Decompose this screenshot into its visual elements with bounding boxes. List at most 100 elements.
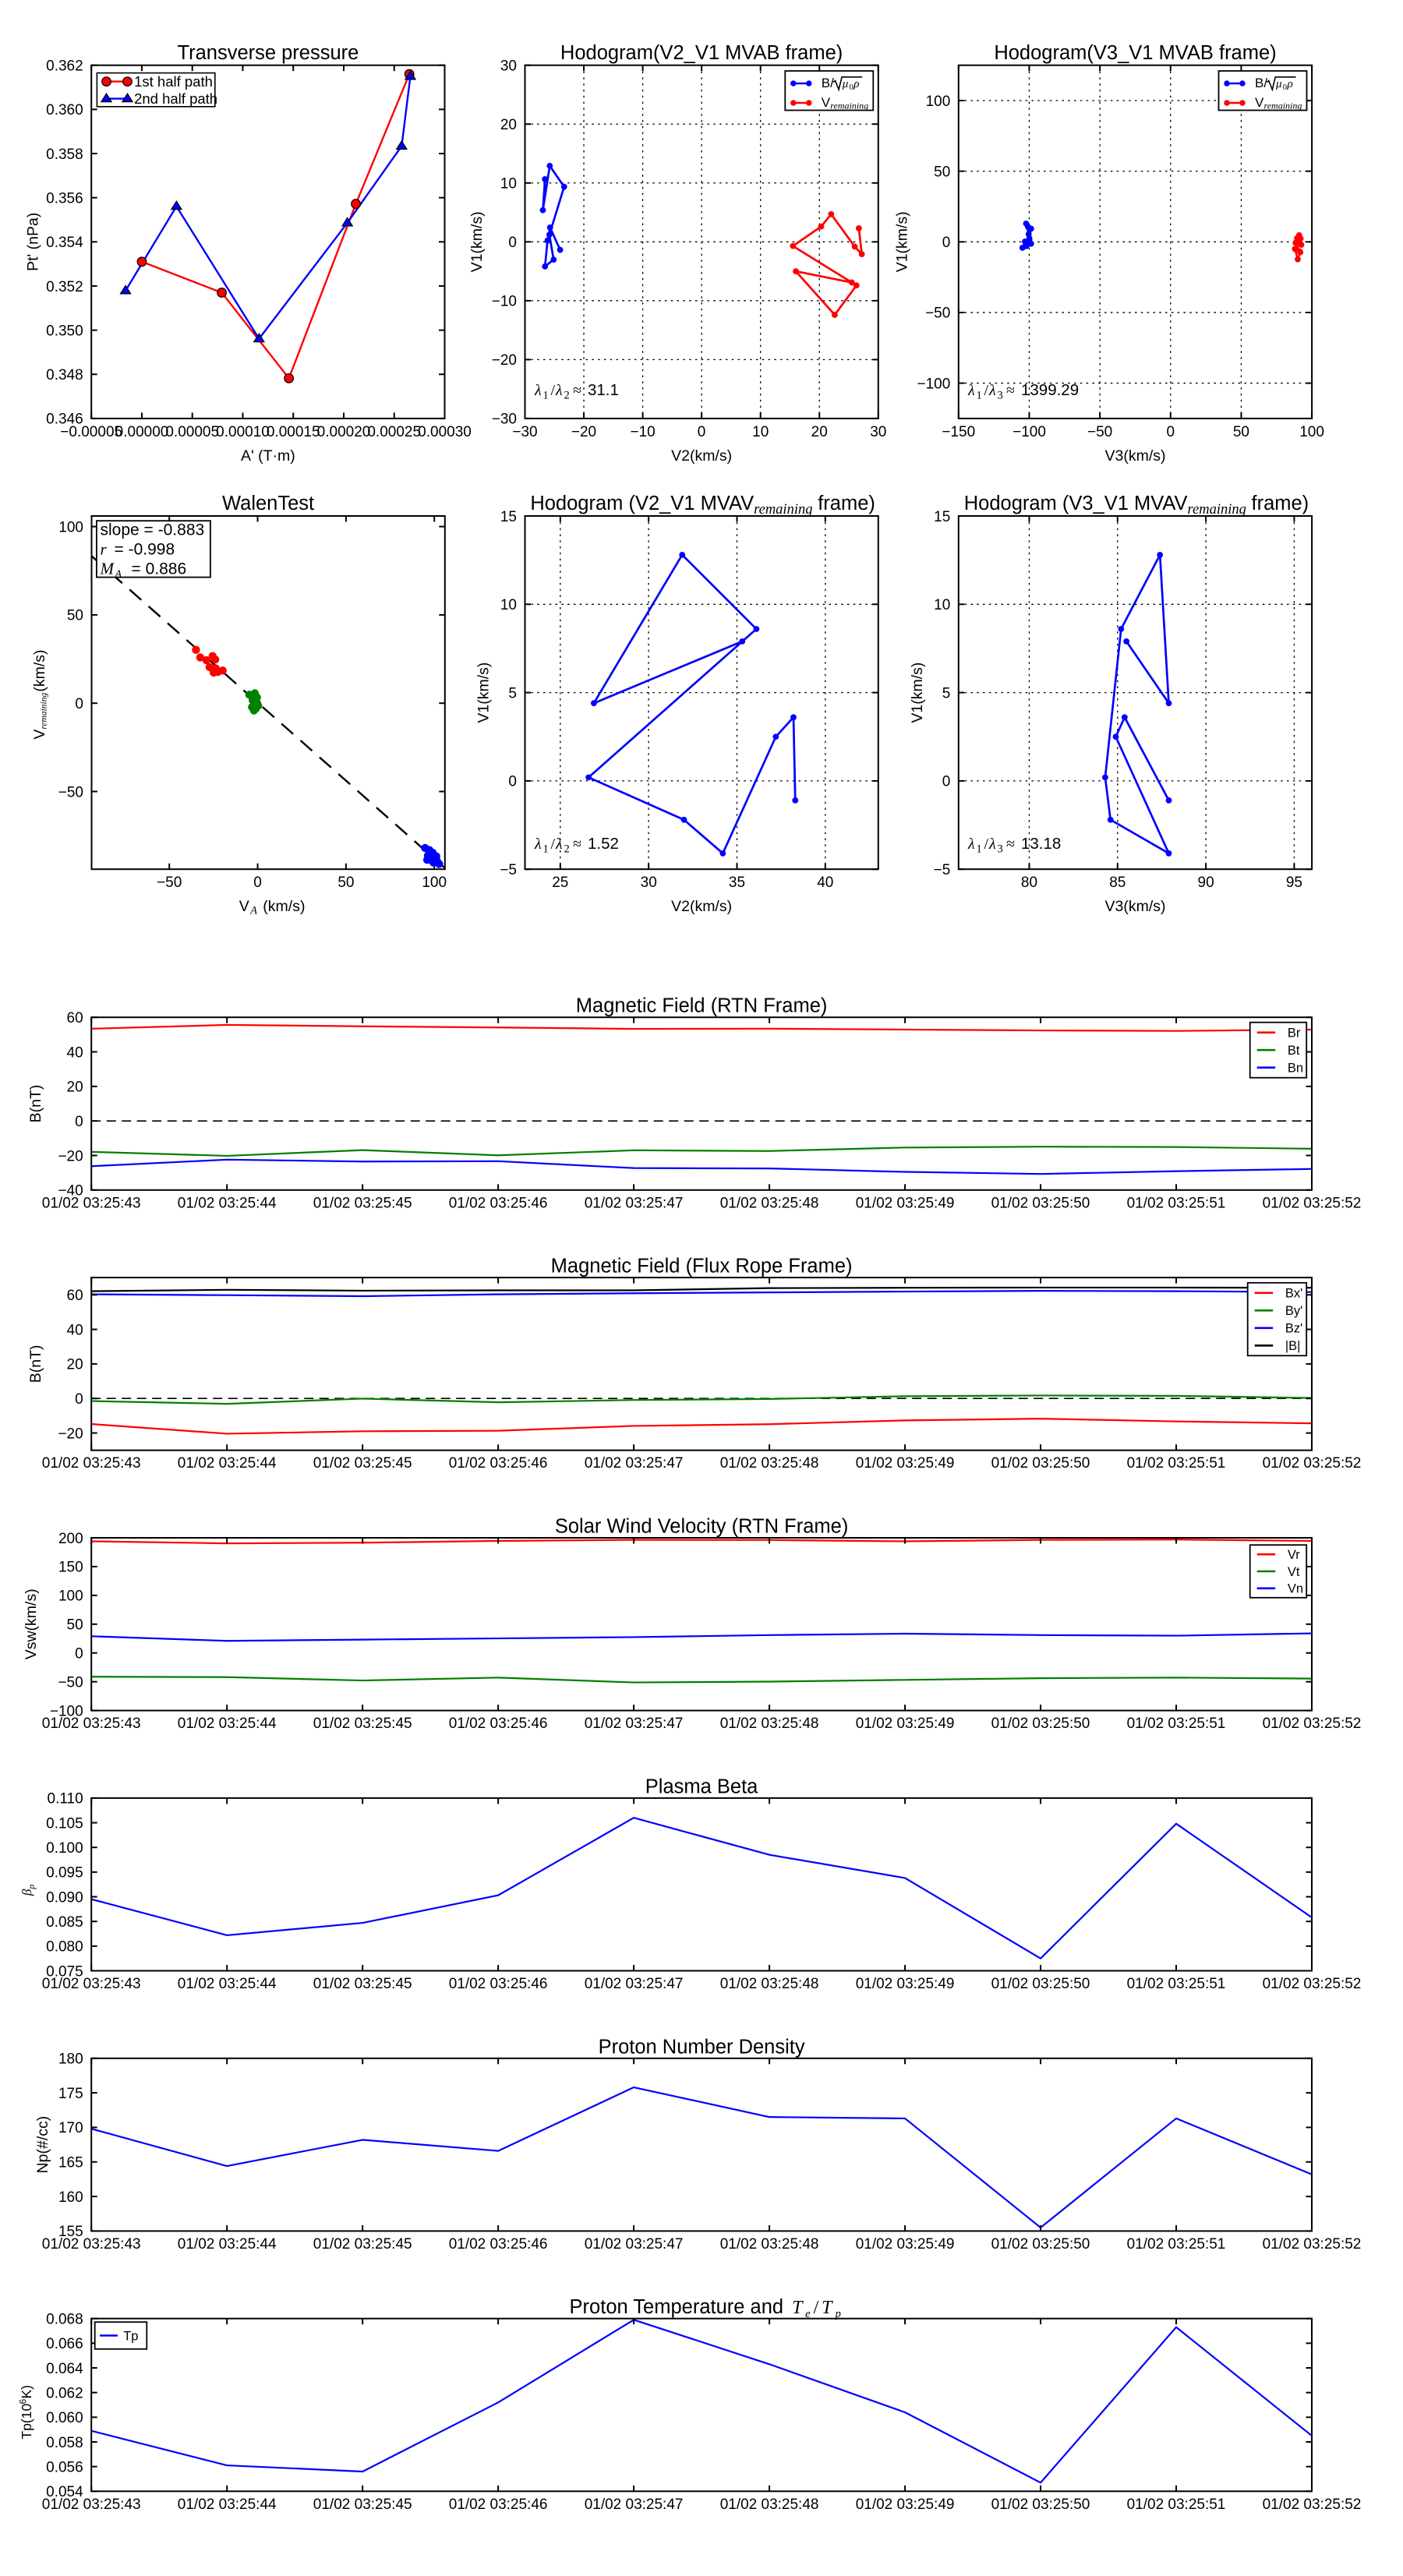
svg-text:100: 100	[422, 875, 447, 891]
svg-text:01/02 03:25:45: 01/02 03:25:45	[313, 2236, 412, 2253]
svg-text:3: 3	[998, 843, 1003, 856]
svg-text:85: 85	[1109, 875, 1126, 891]
svg-text:175: 175	[58, 2086, 83, 2102]
svg-text:−50: −50	[58, 784, 83, 800]
svg-text:01/02 03:25:44: 01/02 03:25:44	[178, 2496, 277, 2513]
svg-text:2: 2	[564, 843, 570, 856]
svg-text:= 0.886: = 0.886	[132, 560, 187, 578]
svg-text:Pt' (nPa): Pt' (nPa)	[25, 213, 42, 271]
svg-text:1st half path: 1st half path	[134, 73, 213, 90]
svg-text:0.00000: 0.00000	[115, 424, 169, 440]
svg-text:35: 35	[729, 875, 745, 891]
svg-text:01/02 03:25:50: 01/02 03:25:50	[991, 2496, 1090, 2513]
svg-text:180: 180	[58, 2051, 83, 2068]
svg-text:p: p	[835, 2308, 841, 2320]
svg-text:0: 0	[75, 1114, 83, 1130]
svg-text:01/02 03:25:52: 01/02 03:25:52	[1263, 1195, 1362, 1211]
svg-text:0.095: 0.095	[46, 1865, 83, 1882]
svg-text:Magnetic Field (RTN Frame): Magnetic Field (RTN Frame)	[576, 995, 828, 1017]
svg-text:160: 160	[58, 2189, 83, 2206]
svg-text:V2(km/s): V2(km/s)	[671, 898, 732, 915]
svg-text:01/02 03:25:46: 01/02 03:25:46	[449, 2496, 548, 2513]
svg-text:≈: ≈	[1006, 836, 1015, 853]
svg-text:01/02 03:25:51: 01/02 03:25:51	[1127, 1195, 1226, 1211]
svg-text:01/02 03:25:46: 01/02 03:25:46	[449, 2236, 548, 2253]
svg-text:≈: ≈	[573, 382, 581, 399]
svg-text:5: 5	[508, 685, 517, 701]
svg-text:Br: Br	[1288, 1027, 1301, 1041]
svg-text:01/02 03:25:46: 01/02 03:25:46	[449, 1716, 548, 1732]
svg-text:80: 80	[1021, 875, 1037, 891]
svg-text:01/02 03:25:47: 01/02 03:25:47	[585, 2496, 684, 2513]
svg-text:0: 0	[508, 774, 517, 790]
svg-text:15: 15	[500, 509, 517, 525]
svg-text:95: 95	[1286, 875, 1302, 891]
svg-text:0: 0	[942, 235, 951, 251]
svg-text:100: 100	[1299, 424, 1324, 440]
svg-text:By': By'	[1285, 1304, 1302, 1318]
svg-text:2nd half path: 2nd half path	[134, 90, 217, 107]
svg-text:1: 1	[977, 390, 982, 402]
svg-text:−50: −50	[925, 306, 950, 322]
svg-text:Bt: Bt	[1288, 1044, 1300, 1058]
svg-text:T: T	[822, 2298, 833, 2318]
svg-text:01/02 03:25:51: 01/02 03:25:51	[1127, 1455, 1226, 1472]
svg-text:B/: B/	[822, 76, 834, 90]
svg-text:50: 50	[67, 1617, 83, 1634]
svg-text:−20: −20	[58, 1426, 83, 1442]
svg-text:30: 30	[641, 875, 657, 891]
svg-text:01/02 03:25:52: 01/02 03:25:52	[1263, 1716, 1362, 1732]
svg-text:0: 0	[253, 875, 262, 891]
svg-text:−50: −50	[58, 1675, 83, 1691]
svg-text:5: 5	[942, 685, 951, 701]
svg-text:0.350: 0.350	[46, 323, 83, 339]
svg-text:remaining: remaining	[40, 693, 49, 730]
svg-text:B(nT): B(nT)	[27, 1345, 44, 1383]
svg-text:0.066: 0.066	[46, 2336, 83, 2352]
svg-text:01/02 03:25:47: 01/02 03:25:47	[585, 1455, 684, 1472]
svg-text:01/02 03:25:49: 01/02 03:25:49	[856, 1455, 955, 1472]
svg-text:10: 10	[500, 176, 517, 193]
svg-text:100: 100	[58, 519, 83, 535]
svg-text:40: 40	[67, 1044, 83, 1061]
svg-text:0.100: 0.100	[46, 1840, 83, 1857]
svg-text:λ: λ	[555, 382, 563, 399]
svg-text:0.068: 0.068	[46, 2312, 83, 2328]
svg-text:01/02 03:25:51: 01/02 03:25:51	[1127, 2236, 1226, 2253]
svg-text:01/02 03:25:44: 01/02 03:25:44	[178, 1976, 277, 1992]
svg-text:15: 15	[934, 509, 950, 525]
svg-text:−40: −40	[58, 1183, 83, 1200]
svg-text:0.060: 0.060	[46, 2410, 83, 2426]
svg-text:0.064: 0.064	[46, 2361, 83, 2377]
svg-text:V3(km/s): V3(km/s)	[1105, 447, 1166, 465]
svg-text:A' (T·m): A' (T·m)	[241, 447, 295, 465]
svg-text:31.1: 31.1	[588, 381, 619, 399]
svg-text:0: 0	[1167, 424, 1175, 440]
svg-text:01/02 03:25:52: 01/02 03:25:52	[1263, 2496, 1362, 2513]
svg-text:/: /	[984, 836, 989, 853]
svg-text:10: 10	[934, 597, 950, 613]
svg-text:−50: −50	[157, 875, 182, 891]
svg-text:1.52: 1.52	[588, 835, 619, 853]
svg-text:V3(km/s): V3(km/s)	[1105, 898, 1166, 915]
svg-text:λ: λ	[988, 836, 996, 853]
svg-text:01/02 03:25:44: 01/02 03:25:44	[178, 1716, 277, 1732]
svg-text:0: 0	[1283, 83, 1287, 92]
svg-text:Hodogram(V3_V1 MVAB frame): Hodogram(V3_V1 MVAB frame)	[994, 42, 1276, 64]
svg-text:p: p	[26, 1885, 37, 1890]
svg-text:A: A	[249, 905, 257, 917]
svg-text:Bz': Bz'	[1285, 1322, 1302, 1336]
svg-text:0: 0	[75, 1646, 83, 1663]
svg-text:V1(km/s): V1(km/s)	[475, 663, 493, 723]
svg-text:remaining: remaining	[1264, 101, 1302, 111]
svg-text:−30: −30	[512, 424, 537, 440]
svg-text:01/02 03:25:45: 01/02 03:25:45	[313, 2496, 412, 2513]
svg-text:−5: −5	[934, 862, 951, 878]
svg-text:0.090: 0.090	[46, 1889, 83, 1906]
svg-text:01/02 03:25:43: 01/02 03:25:43	[42, 1195, 141, 1211]
svg-text:−5: −5	[500, 862, 517, 878]
svg-text:0: 0	[75, 696, 83, 712]
svg-text:λ: λ	[988, 382, 996, 399]
svg-text:−100: −100	[917, 376, 951, 392]
svg-text:Hodogram(V2_V1 MVAB frame): Hodogram(V2_V1 MVAB frame)	[560, 42, 843, 64]
